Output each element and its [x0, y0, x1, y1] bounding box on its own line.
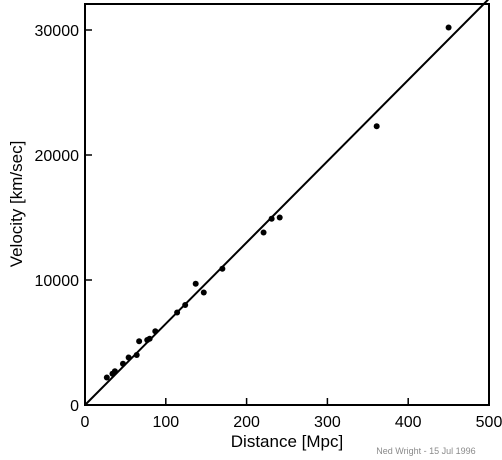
x-tick-label: 300: [314, 414, 341, 431]
y-axis-label: Velocity [km/sec]: [7, 141, 26, 268]
x-tick-label: 100: [152, 414, 179, 431]
data-point: [174, 309, 181, 316]
x-axis-ticks: 0 100 200 300 400 500: [81, 398, 502, 431]
data-point: [146, 335, 153, 342]
data-points: [103, 24, 452, 381]
y-tick-label: 30000: [35, 23, 80, 40]
x-tick-label: 500: [476, 414, 502, 431]
data-point: [200, 289, 207, 296]
y-tick-label: 0: [70, 398, 79, 415]
data-point: [133, 352, 140, 358]
data-point: [276, 214, 283, 221]
data-point: [125, 354, 132, 361]
y-tick-label: 20000: [35, 148, 80, 165]
data-point: [182, 302, 189, 308]
data-point: [373, 123, 380, 130]
y-tick-label: 10000: [35, 273, 80, 290]
data-point: [119, 360, 126, 367]
fit-line: [84, 0, 490, 406]
data-point: [152, 328, 159, 335]
data-point: [445, 24, 452, 31]
plot-frame: [84, 3, 490, 406]
y-axis-ticks: 0 10000 20000 30000: [35, 23, 92, 415]
data-point: [260, 229, 267, 236]
x-tick-label: 0: [81, 414, 90, 431]
x-tick-label: 400: [395, 414, 422, 431]
data-point: [103, 374, 110, 381]
data-point: [219, 265, 226, 272]
data-point: [136, 338, 143, 345]
x-tick-label: 200: [233, 414, 260, 431]
data-point: [111, 368, 118, 375]
data-point: [192, 280, 199, 287]
x-axis-label: Distance [Mpc]: [231, 432, 343, 451]
data-point: [268, 215, 275, 222]
credit-annotation: Ned Wright - 15 Jul 1996: [376, 446, 475, 456]
